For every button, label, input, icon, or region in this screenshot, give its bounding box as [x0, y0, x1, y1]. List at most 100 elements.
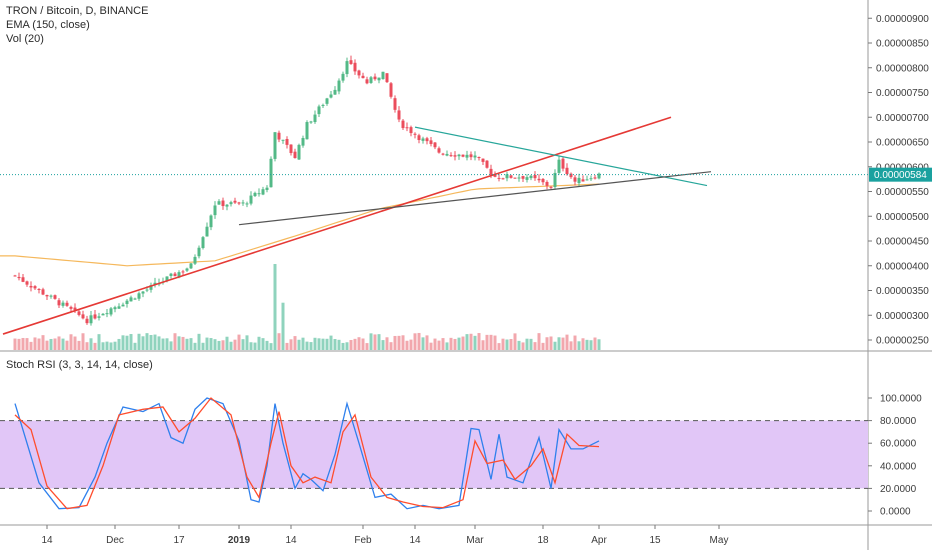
- volume-bar: [341, 342, 345, 350]
- volume-bar: [105, 341, 109, 350]
- volume-bar: [177, 336, 181, 350]
- candle-body: [297, 144, 301, 160]
- candle-body: [425, 138, 429, 142]
- price-tick-label: 0.00000700: [876, 113, 929, 124]
- volume-bar: [565, 334, 569, 350]
- trend-line-rising[interactable]: [238, 171, 712, 226]
- candle-body: [101, 313, 105, 316]
- candle-body: [565, 167, 569, 175]
- candle-body: [509, 175, 513, 178]
- volume-bar: [573, 335, 577, 350]
- volume-bar: [93, 342, 97, 350]
- candle-body: [573, 177, 577, 182]
- volume-legend[interactable]: Vol (20): [6, 33, 44, 45]
- stoch-rsi-title[interactable]: Stoch RSI (3, 3, 14, 14, close): [6, 359, 153, 371]
- symbol-title[interactable]: TRON / Bitcoin, D, BINANCE: [6, 5, 149, 17]
- volume-bar: [157, 336, 161, 350]
- candle-body: [401, 120, 405, 129]
- candle-body: [337, 80, 341, 92]
- candle-body: [377, 77, 381, 81]
- volume-bar: [149, 334, 153, 350]
- time-tick-label: 14: [41, 535, 53, 546]
- volume-bar: [281, 302, 285, 350]
- volume-bar: [297, 339, 301, 350]
- trend-lines[interactable]: [0, 116, 868, 335]
- ema-line: [0, 183, 600, 267]
- volume-bar: [357, 337, 361, 350]
- candle-body: [117, 306, 121, 309]
- volume-bar: [233, 339, 237, 350]
- volume-bar: [261, 338, 265, 350]
- volume-bar: [53, 338, 57, 350]
- candle-body: [445, 153, 449, 156]
- candle-body: [385, 73, 389, 83]
- candle-body: [581, 179, 585, 182]
- candle-body: [189, 263, 193, 269]
- volume-bars: [13, 264, 601, 350]
- volume-bar: [161, 338, 165, 350]
- rsi-tick-label: 0.0000: [880, 507, 911, 518]
- ema-legend[interactable]: EMA (150, close): [6, 19, 90, 31]
- candle-body: [429, 140, 433, 144]
- volume-bar: [49, 338, 53, 350]
- volume-bar: [249, 342, 253, 350]
- candle-body: [449, 155, 453, 157]
- trend-line-support[interactable]: [2, 116, 672, 335]
- candle-body: [25, 281, 29, 285]
- volume-bar: [45, 340, 49, 350]
- volume-bar: [277, 333, 281, 350]
- trend-line-descending[interactable]: [414, 126, 708, 187]
- volume-bar: [73, 336, 77, 350]
- candle-body: [569, 173, 573, 178]
- candle-body: [469, 154, 473, 158]
- candle-body: [453, 155, 457, 157]
- volume-bar: [109, 342, 113, 350]
- stoch-rsi-band: [0, 420, 868, 489]
- volume-bar: [89, 338, 93, 350]
- volume-bar: [585, 339, 589, 350]
- candle-body: [361, 75, 365, 79]
- volume-bar: [313, 337, 317, 350]
- candle-body: [269, 158, 273, 188]
- volume-bar: [505, 339, 509, 350]
- candle-body: [41, 289, 45, 295]
- volume-bar: [193, 342, 197, 350]
- volume-bar: [593, 337, 597, 350]
- candle-body: [153, 282, 157, 285]
- volume-bar: [325, 338, 329, 350]
- volume-bar: [265, 340, 269, 350]
- candle-body: [177, 272, 181, 278]
- volume-bar: [201, 342, 205, 350]
- candle-body: [201, 237, 205, 249]
- volume-bar: [121, 335, 125, 350]
- price-tick-label: 0.00000350: [876, 286, 929, 297]
- volume-bar: [17, 338, 21, 350]
- candle-body: [373, 76, 377, 80]
- candle-body: [241, 202, 245, 204]
- last-price-label: 0.00000584: [874, 170, 927, 181]
- volume-bar: [333, 339, 337, 350]
- rsi-tick-label: 60.0000: [880, 439, 917, 450]
- candle-body: [481, 158, 485, 162]
- volume-bar: [241, 339, 245, 350]
- time-tick-label: 18: [537, 535, 549, 546]
- volume-bar: [321, 338, 325, 350]
- candle-body: [49, 295, 53, 297]
- volume-bar: [173, 333, 177, 350]
- volume-bar: [29, 341, 33, 350]
- main-legend: TRON / Bitcoin, D, BINANCE EMA (150, clo…: [6, 4, 148, 46]
- candle-body: [345, 61, 349, 75]
- candle-body: [409, 127, 413, 134]
- candle-body: [405, 127, 409, 129]
- volume-bar: [369, 333, 373, 350]
- candle-body: [221, 200, 225, 207]
- time-tick-label: Mar: [466, 535, 484, 546]
- stoch-rsi-k-line: [14, 397, 600, 510]
- price-tick-label: 0.00000800: [876, 63, 929, 74]
- candle-body: [113, 307, 117, 310]
- volume-bar: [409, 339, 413, 350]
- volume-bar: [133, 342, 137, 350]
- volume-bar: [181, 336, 185, 350]
- volume-bar: [421, 337, 425, 350]
